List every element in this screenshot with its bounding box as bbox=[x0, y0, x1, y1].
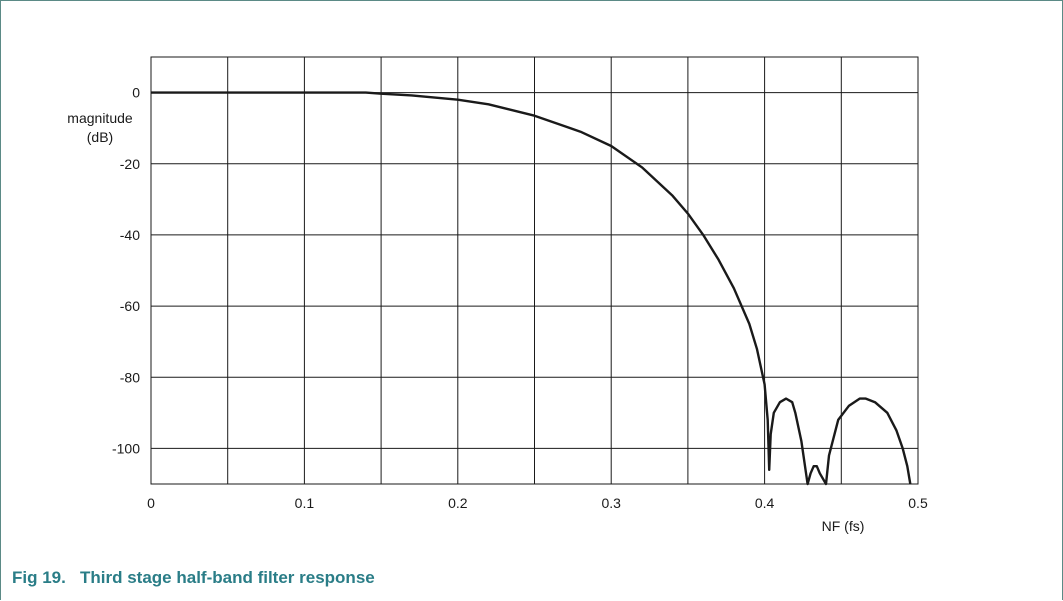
y-axis-label-line1: magnitude bbox=[67, 110, 133, 126]
chart-grid bbox=[151, 57, 918, 484]
plot-area bbox=[150, 56, 919, 485]
x-tick-label: 0.2 bbox=[448, 495, 468, 511]
y-tick-label: 0 bbox=[132, 85, 140, 101]
y-tick-label: -20 bbox=[120, 156, 140, 172]
y-axis-label-line2: (dB) bbox=[87, 129, 113, 145]
x-tick-label: 0 bbox=[147, 495, 155, 511]
series-line bbox=[151, 91, 912, 486]
y-tick-label: -60 bbox=[120, 298, 140, 314]
x-axis-label: NF (fs) bbox=[822, 518, 865, 534]
y-tick-label: -40 bbox=[120, 227, 140, 243]
filter-response-chart: 0 0.1 0.2 0.3 0.4 0.5 0 -20 -40 -60 -80 -100 magnit… bbox=[67, 56, 928, 534]
x-tick-label: 0.4 bbox=[755, 495, 775, 511]
x-tick-label: 0.5 bbox=[908, 495, 928, 511]
y-tick-label: -100 bbox=[112, 440, 140, 456]
x-tick-label: 0.1 bbox=[295, 495, 315, 511]
tick-labels: 0 0.1 0.2 0.3 0.4 0.5 0 -20 -40 -60 -80 -100 bbox=[112, 85, 928, 511]
x-tick-label: 0.3 bbox=[601, 495, 621, 511]
figure-caption: Fig 19. Third stage half-band filter res… bbox=[12, 568, 375, 587]
y-tick-label: -80 bbox=[120, 369, 140, 385]
